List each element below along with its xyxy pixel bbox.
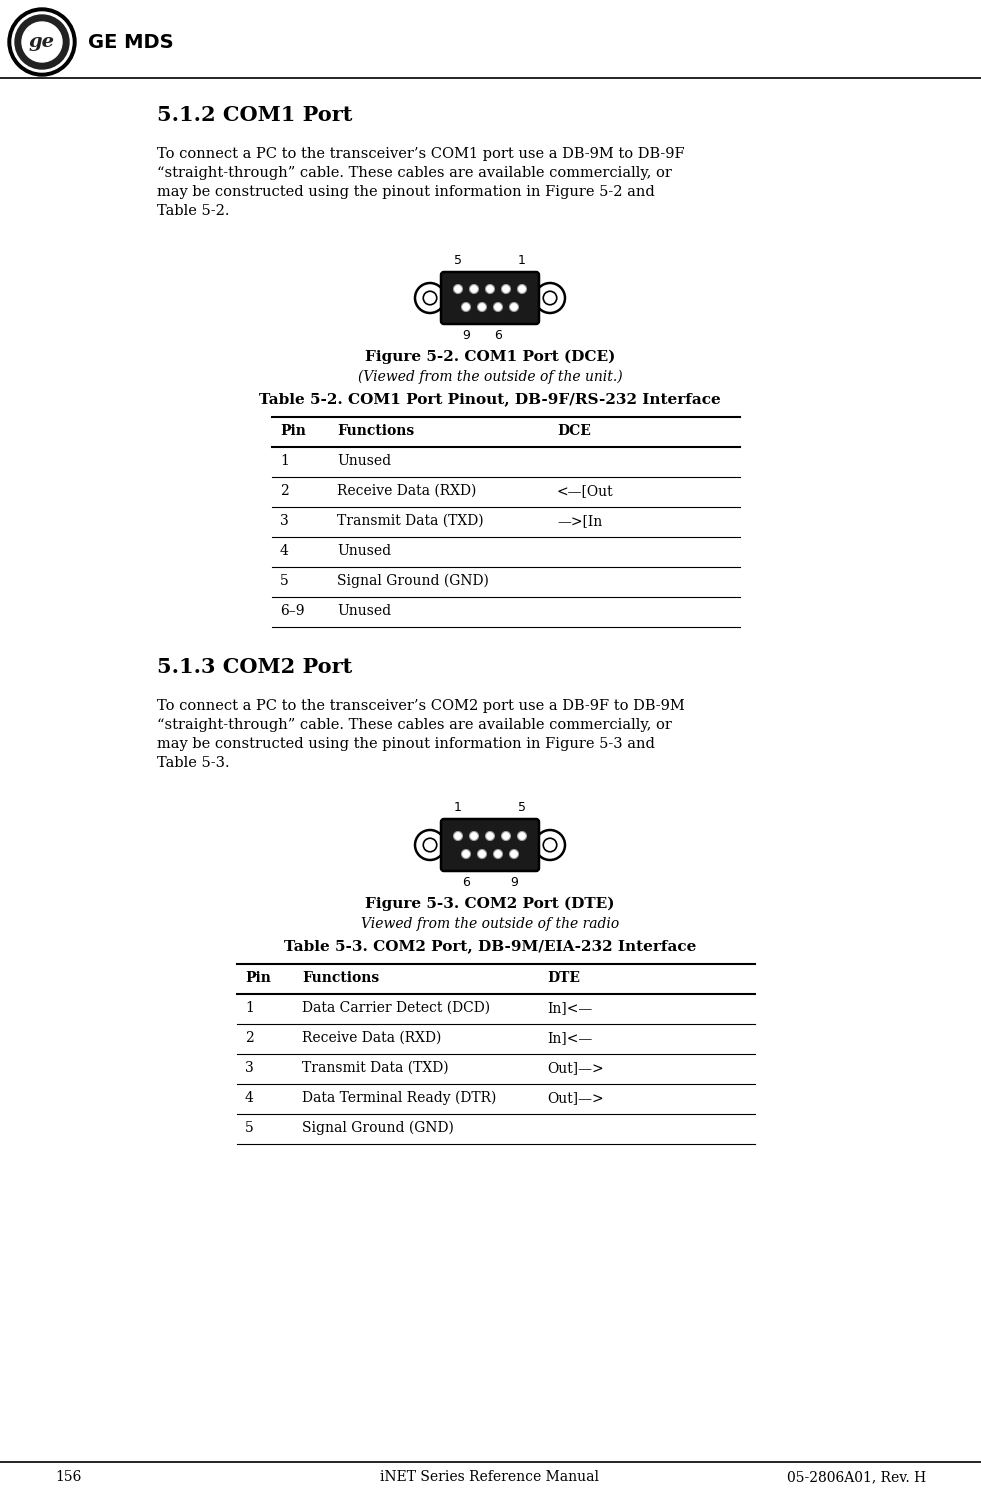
- Text: 1: 1: [245, 1002, 254, 1015]
- Text: Data Carrier Detect (DCD): Data Carrier Detect (DCD): [302, 1002, 490, 1015]
- Text: In]<—: In]<—: [547, 1002, 593, 1015]
- Circle shape: [543, 838, 557, 851]
- Text: Table 5-2. COM1 Port Pinout, DB-9F/RS-232 Interface: Table 5-2. COM1 Port Pinout, DB-9F/RS-23…: [259, 393, 721, 406]
- Text: DCE: DCE: [557, 424, 591, 438]
- Text: 6–9: 6–9: [280, 605, 304, 618]
- Text: 5: 5: [518, 802, 526, 814]
- Text: may be constructed using the pinout information in Figure 5-3 and: may be constructed using the pinout info…: [157, 737, 655, 750]
- Circle shape: [535, 283, 565, 313]
- Text: 2: 2: [280, 484, 288, 498]
- Text: 05-2806A01, Rev. H: 05-2806A01, Rev. H: [787, 1469, 926, 1484]
- Text: 5.1.3 COM2 Port: 5.1.3 COM2 Port: [157, 657, 352, 677]
- Circle shape: [415, 283, 445, 313]
- Text: 5: 5: [454, 254, 462, 268]
- Text: Functions: Functions: [302, 972, 380, 985]
- Circle shape: [453, 284, 462, 293]
- Circle shape: [453, 832, 462, 841]
- Text: 4: 4: [280, 544, 288, 558]
- Text: Figure 5-3. COM2 Port (DTE): Figure 5-3. COM2 Port (DTE): [365, 896, 615, 911]
- Circle shape: [423, 292, 437, 305]
- Text: “straight-through” cable. These cables are available commercially, or: “straight-through” cable. These cables a…: [157, 717, 672, 732]
- Text: <—[Out: <—[Out: [557, 484, 614, 498]
- Circle shape: [461, 302, 471, 311]
- Text: Signal Ground (GND): Signal Ground (GND): [302, 1120, 454, 1136]
- Text: Signal Ground (GND): Signal Ground (GND): [337, 575, 489, 588]
- Circle shape: [493, 302, 502, 311]
- Text: To connect a PC to the transceiver’s COM2 port use a DB-9F to DB-9M: To connect a PC to the transceiver’s COM…: [157, 699, 685, 713]
- Text: Receive Data (RXD): Receive Data (RXD): [302, 1032, 441, 1045]
- Circle shape: [15, 15, 69, 69]
- Circle shape: [501, 284, 510, 293]
- Circle shape: [493, 850, 502, 859]
- Text: Transmit Data (TXD): Transmit Data (TXD): [337, 514, 484, 528]
- Text: Figure 5-2. COM1 Port (DCE): Figure 5-2. COM1 Port (DCE): [365, 350, 615, 364]
- Text: Pin: Pin: [245, 972, 271, 985]
- Circle shape: [518, 284, 527, 293]
- Circle shape: [501, 832, 510, 841]
- Text: 3: 3: [245, 1060, 254, 1075]
- Text: may be constructed using the pinout information in Figure 5-2 and: may be constructed using the pinout info…: [157, 185, 654, 199]
- Text: 1: 1: [518, 254, 526, 268]
- Circle shape: [509, 850, 519, 859]
- Circle shape: [535, 830, 565, 860]
- Text: GE MDS: GE MDS: [88, 33, 174, 51]
- Text: Data Terminal Ready (DTR): Data Terminal Ready (DTR): [302, 1090, 496, 1105]
- Text: Receive Data (RXD): Receive Data (RXD): [337, 484, 477, 498]
- Text: Table 5-3. COM2 Port, DB-9M/EIA-232 Interface: Table 5-3. COM2 Port, DB-9M/EIA-232 Inte…: [284, 938, 697, 954]
- Circle shape: [518, 832, 527, 841]
- Circle shape: [8, 8, 76, 77]
- Text: iNET Series Reference Manual: iNET Series Reference Manual: [381, 1469, 599, 1484]
- Text: Viewed from the outside of the radio: Viewed from the outside of the radio: [361, 917, 619, 931]
- Circle shape: [415, 830, 445, 860]
- Text: 2: 2: [245, 1032, 254, 1045]
- Text: 4: 4: [245, 1090, 254, 1105]
- Text: —>[In: —>[In: [557, 514, 602, 528]
- Text: Pin: Pin: [280, 424, 306, 438]
- Text: 1: 1: [280, 454, 288, 468]
- Text: Transmit Data (TXD): Transmit Data (TXD): [302, 1060, 448, 1075]
- Text: 5: 5: [280, 575, 288, 588]
- Text: (Viewed from the outside of the unit.): (Viewed from the outside of the unit.): [358, 370, 622, 385]
- Text: 156: 156: [55, 1469, 81, 1484]
- Circle shape: [470, 284, 479, 293]
- Text: Unused: Unused: [337, 454, 391, 468]
- Text: Table 5-3.: Table 5-3.: [157, 757, 230, 770]
- Text: 6: 6: [494, 329, 502, 341]
- Circle shape: [12, 12, 72, 72]
- Text: Unused: Unused: [337, 605, 391, 618]
- Circle shape: [509, 302, 519, 311]
- Text: 5: 5: [245, 1120, 254, 1136]
- Circle shape: [543, 292, 557, 305]
- FancyBboxPatch shape: [441, 272, 539, 323]
- Circle shape: [478, 302, 487, 311]
- Circle shape: [22, 23, 62, 62]
- Circle shape: [486, 284, 494, 293]
- Circle shape: [461, 850, 471, 859]
- Text: 1: 1: [454, 802, 462, 814]
- Circle shape: [486, 832, 494, 841]
- Text: 9: 9: [510, 875, 518, 889]
- Text: Out]—>: Out]—>: [547, 1060, 603, 1075]
- Text: In]<—: In]<—: [547, 1032, 593, 1045]
- Text: Functions: Functions: [337, 424, 414, 438]
- Text: Table 5-2.: Table 5-2.: [157, 205, 230, 218]
- Text: “straight-through” cable. These cables are available commercially, or: “straight-through” cable. These cables a…: [157, 165, 672, 180]
- Text: 3: 3: [280, 514, 288, 528]
- Text: Out]—>: Out]—>: [547, 1090, 603, 1105]
- Text: 5.1.2 COM1 Port: 5.1.2 COM1 Port: [157, 105, 352, 125]
- Text: 9: 9: [462, 329, 470, 341]
- Text: 6: 6: [462, 875, 470, 889]
- Text: To connect a PC to the transceiver’s COM1 port use a DB-9M to DB-9F: To connect a PC to the transceiver’s COM…: [157, 147, 685, 161]
- Text: DTE: DTE: [547, 972, 580, 985]
- Circle shape: [478, 850, 487, 859]
- Text: Unused: Unused: [337, 544, 391, 558]
- Text: ge: ge: [29, 33, 55, 51]
- Circle shape: [423, 838, 437, 851]
- FancyBboxPatch shape: [441, 820, 539, 871]
- Circle shape: [470, 832, 479, 841]
